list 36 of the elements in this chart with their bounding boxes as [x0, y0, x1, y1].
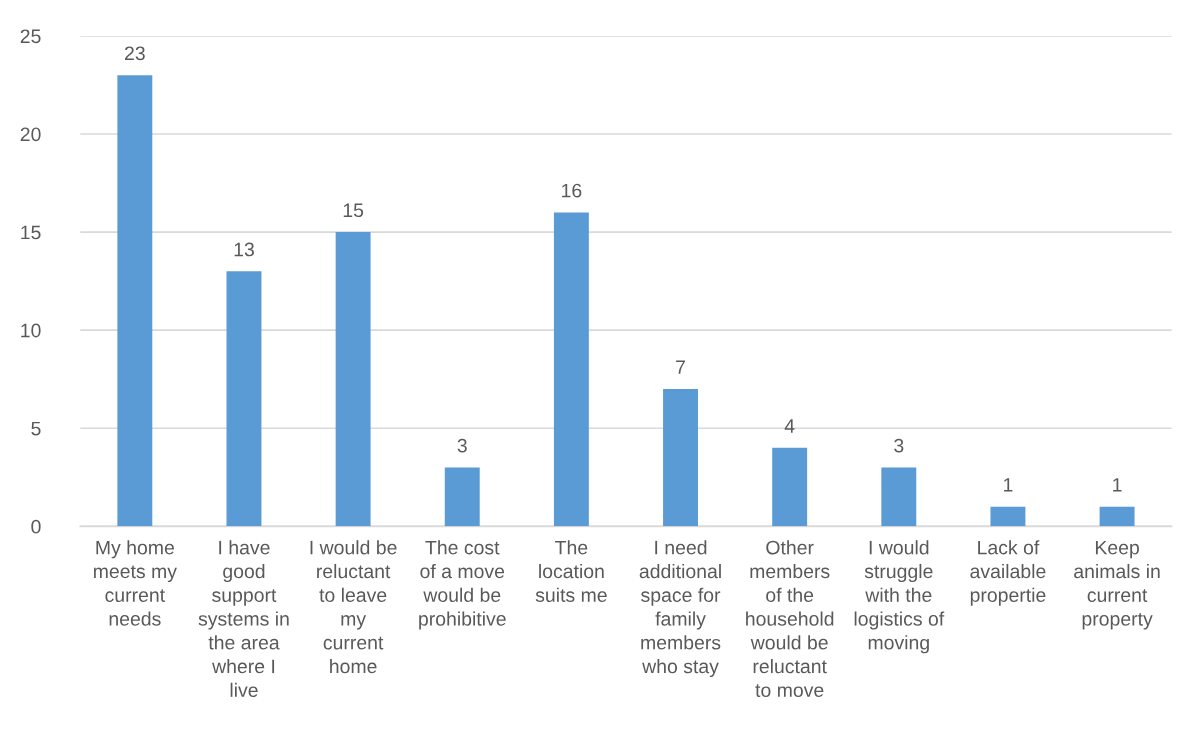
bar — [1099, 506, 1135, 527]
data-label: 16 — [562, 183, 582, 198]
data-label: 13 — [234, 242, 254, 257]
bar — [226, 271, 262, 527]
data-label: 15 — [343, 203, 364, 218]
x-tick-label: The location suits me — [535, 540, 607, 602]
bar — [990, 506, 1026, 527]
x-tick-label: I need additional space for family members who stay — [639, 540, 721, 678]
y-tick-label: 5 — [31, 421, 41, 436]
bar — [663, 388, 698, 527]
x-tick-label: I would struggle with the logistics of moving — [854, 540, 945, 654]
data-label: 4 — [784, 419, 795, 433]
data-label: 1 — [1004, 478, 1013, 492]
x-tick-label: Other members of the household would be reluctant to move — [746, 540, 834, 698]
y-tick-label: 0 — [31, 519, 41, 534]
x-tick-label: I would be reluctant to leave my current home — [310, 540, 397, 674]
x-tick-label: Lack of available propertie — [970, 540, 1046, 606]
x-tick-label: Keep animals in current property — [1074, 540, 1160, 630]
y-tick-label: 25 — [20, 29, 41, 44]
data-label: 7 — [676, 360, 685, 374]
data-label: 3 — [894, 438, 904, 453]
bar — [444, 467, 480, 527]
data-label: 23 — [125, 46, 145, 61]
x-tick-label: My home meets my current needs — [93, 540, 177, 626]
bar — [117, 75, 153, 527]
bar — [335, 232, 371, 527]
x-tick-label: I have good support systems in the area where I live — [198, 540, 289, 698]
y-tick-label: 15 — [21, 225, 41, 240]
y-tick-label: 10 — [21, 323, 41, 338]
bar — [881, 467, 917, 527]
bar — [772, 447, 808, 527]
x-tick-label: The cost of a move would be prohibitive — [419, 540, 506, 630]
bar — [553, 212, 589, 527]
data-label: 1 — [1113, 478, 1122, 492]
data-label: 3 — [457, 438, 467, 453]
y-tick-label: 20 — [20, 127, 41, 142]
